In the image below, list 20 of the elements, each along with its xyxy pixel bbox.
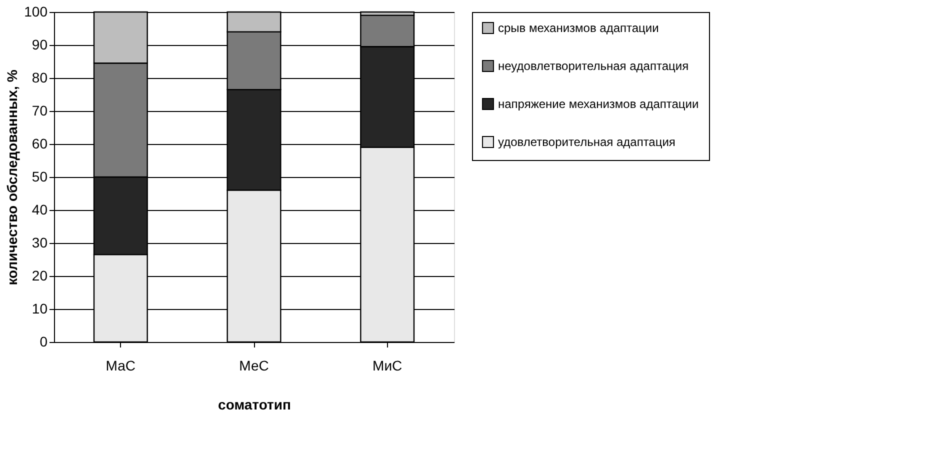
y-tick-label: 90 — [32, 36, 48, 52]
x-axis-title: соматотип — [218, 396, 291, 412]
legend-label: удовлетворительная адаптация — [498, 135, 676, 149]
legend-label: срыв механизмов адаптации — [498, 21, 659, 35]
x-tick-label: МаС — [106, 358, 136, 374]
y-tick-label: 70 — [32, 102, 48, 118]
y-tick-label: 60 — [32, 136, 48, 152]
y-tick-label: 100 — [24, 4, 48, 20]
y-tick-label: 50 — [32, 168, 48, 184]
y-tick-label: 10 — [32, 300, 48, 316]
legend-label: неудовлетворительная адаптация — [498, 59, 689, 73]
y-tick-label: 20 — [32, 268, 48, 284]
x-tick-label: МиС — [372, 358, 402, 374]
x-tick-label: МеС — [239, 358, 269, 374]
y-tick-label: 80 — [32, 70, 48, 86]
y-tick-label: 40 — [32, 202, 48, 218]
y-tick-label: 30 — [32, 234, 48, 250]
y-tick-label: 0 — [40, 334, 48, 350]
legend-label: напряжение механизмов адаптации — [498, 97, 699, 111]
y-axis-title: количество обследованных, % — [4, 69, 20, 286]
